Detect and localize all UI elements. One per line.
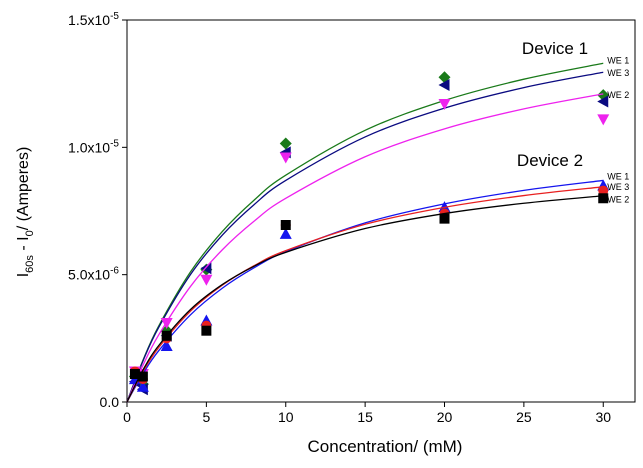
fit-curve bbox=[126, 179, 604, 403]
y-tick-label: 0.0 bbox=[100, 394, 120, 410]
y-tick-label: 1.0x10-5 bbox=[68, 138, 119, 155]
group-label: Device 1 bbox=[522, 39, 588, 58]
y-tick-label: 1.5x10-5 bbox=[68, 11, 119, 28]
point bbox=[439, 213, 450, 224]
point bbox=[438, 201, 451, 213]
x-tick-label: 5 bbox=[202, 409, 210, 425]
point bbox=[137, 371, 148, 382]
point bbox=[201, 325, 212, 336]
y-tick-exp: -6 bbox=[110, 266, 119, 277]
fit-curve bbox=[126, 93, 604, 403]
point bbox=[598, 185, 609, 196]
point bbox=[279, 227, 292, 239]
series-label: WE 2 bbox=[607, 90, 629, 100]
y-tick-exp: -5 bbox=[110, 138, 119, 149]
fit-curve bbox=[126, 195, 604, 403]
y-label-part: I bbox=[15, 273, 32, 277]
fit-curve bbox=[126, 71, 604, 403]
point bbox=[160, 339, 173, 351]
y-label-part: - I bbox=[15, 236, 32, 255]
x-tick-label: 15 bbox=[357, 409, 373, 425]
axis-frame bbox=[126, 19, 636, 403]
point bbox=[597, 114, 610, 126]
point bbox=[136, 380, 149, 392]
series-label: WE 3 bbox=[607, 182, 629, 192]
y-tick-base: 1.5x10 bbox=[68, 12, 110, 28]
y-label-sub: 0 bbox=[24, 230, 36, 236]
y-tick-base: 0.0 bbox=[100, 394, 120, 410]
group-label: Device 2 bbox=[517, 151, 583, 170]
x-tick-label: 30 bbox=[595, 409, 611, 425]
series-label: WE 2 bbox=[607, 195, 629, 205]
point bbox=[438, 78, 450, 91]
x-tick-label: 10 bbox=[278, 409, 294, 425]
point bbox=[200, 274, 213, 286]
series-label: WE 1 bbox=[607, 171, 629, 181]
x-tick-label: 0 bbox=[123, 409, 131, 425]
point bbox=[597, 95, 609, 108]
point bbox=[160, 318, 173, 330]
y-tick-exp: -5 bbox=[110, 11, 119, 22]
y-label-part: / (Amperes) bbox=[15, 147, 32, 231]
point bbox=[279, 152, 292, 164]
y-tick-label: 5.0x10-6 bbox=[68, 266, 119, 283]
series-label: WE 3 bbox=[607, 68, 629, 78]
point bbox=[161, 330, 172, 341]
point bbox=[438, 99, 451, 111]
point bbox=[129, 368, 140, 379]
point bbox=[598, 193, 609, 204]
point bbox=[279, 137, 292, 150]
x-axis-label: Concentration/ (mM) bbox=[308, 437, 463, 456]
fit-curve bbox=[126, 186, 604, 403]
y-label-sub: 60s bbox=[24, 255, 36, 273]
series-label: WE 1 bbox=[607, 55, 629, 65]
fit-curve bbox=[126, 62, 604, 403]
x-tick-label: 25 bbox=[516, 409, 532, 425]
y-tick-base: 5.0x10 bbox=[68, 267, 110, 283]
x-tick-label: 20 bbox=[437, 409, 453, 425]
point bbox=[280, 220, 291, 231]
y-axis-label: I60s - I0/ (Amperes) bbox=[15, 147, 36, 278]
y-tick-base: 1.0x10 bbox=[68, 139, 110, 155]
